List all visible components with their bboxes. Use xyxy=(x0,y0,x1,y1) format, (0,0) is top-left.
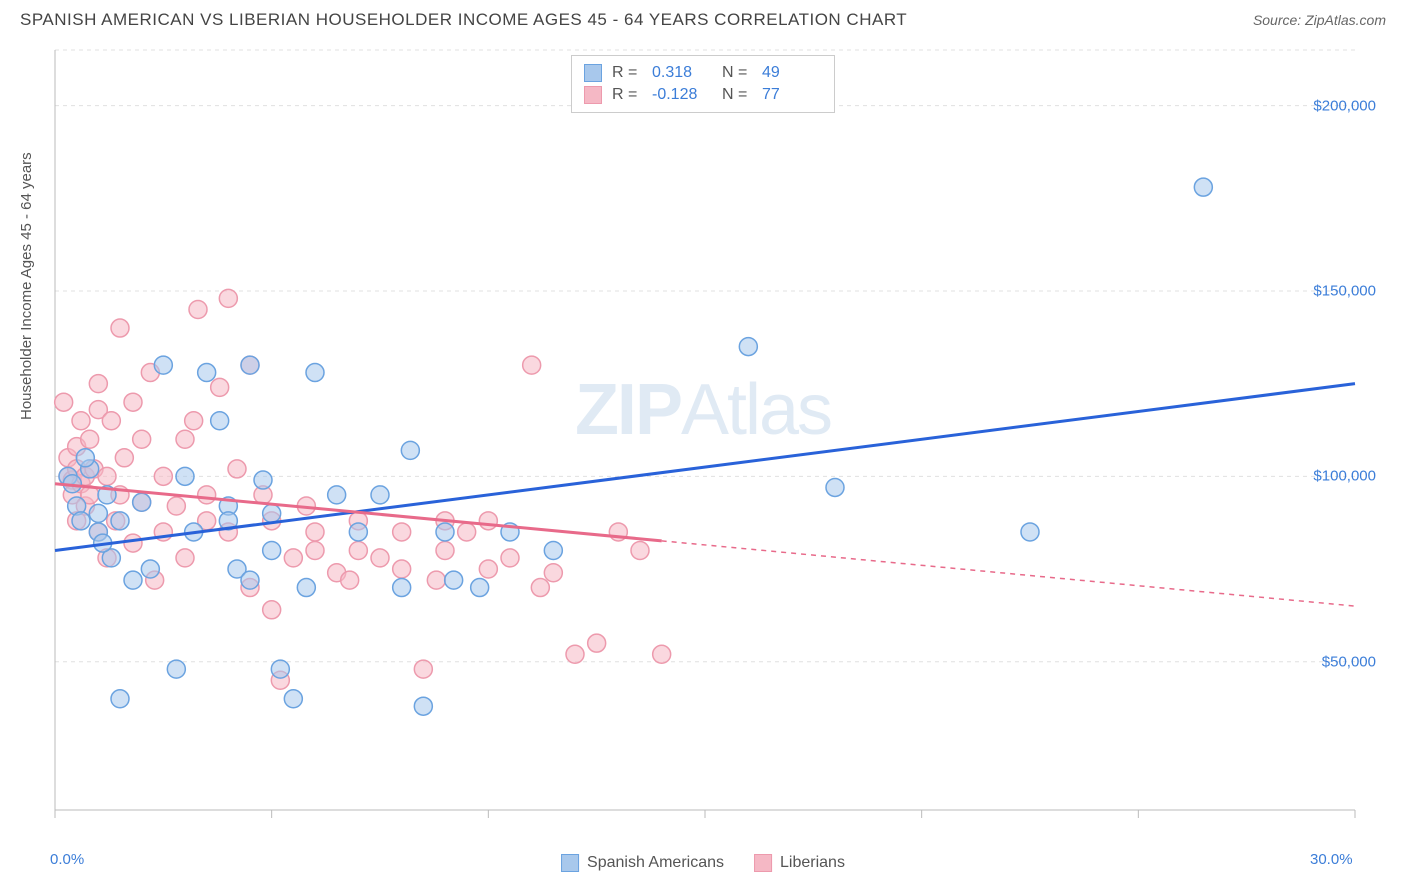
n-value: 77 xyxy=(762,86,822,104)
r-label: R = xyxy=(612,86,642,104)
x-tick-label: 30.0% xyxy=(1310,851,1353,868)
n-label: N = xyxy=(722,64,752,82)
r-value: 0.318 xyxy=(652,64,712,82)
n-label: N = xyxy=(722,86,752,104)
stats-legend: R = 0.318 N = 49 R = -0.128 N = 77 xyxy=(571,55,835,113)
x-tick-label: 0.0% xyxy=(50,851,84,868)
legend-item: Liberians xyxy=(754,854,845,872)
stats-row: R = -0.128 N = 77 xyxy=(584,84,822,106)
legend-label: Spanish Americans xyxy=(587,854,724,872)
swatch-icon xyxy=(754,854,772,872)
n-value: 49 xyxy=(762,64,822,82)
stats-row: R = 0.318 N = 49 xyxy=(584,62,822,84)
r-label: R = xyxy=(612,64,642,82)
scatter-chart xyxy=(0,0,1406,892)
swatch-icon xyxy=(584,64,602,82)
y-tick-label: $100,000 xyxy=(1313,468,1376,485)
y-tick-label: $150,000 xyxy=(1313,282,1376,299)
swatch-icon xyxy=(561,854,579,872)
y-tick-label: $50,000 xyxy=(1322,653,1376,670)
swatch-icon xyxy=(584,86,602,104)
legend-item: Spanish Americans xyxy=(561,854,724,872)
legend-label: Liberians xyxy=(780,854,845,872)
r-value: -0.128 xyxy=(652,86,712,104)
y-tick-label: $200,000 xyxy=(1313,97,1376,114)
bottom-legend: Spanish Americans Liberians xyxy=(561,854,845,872)
